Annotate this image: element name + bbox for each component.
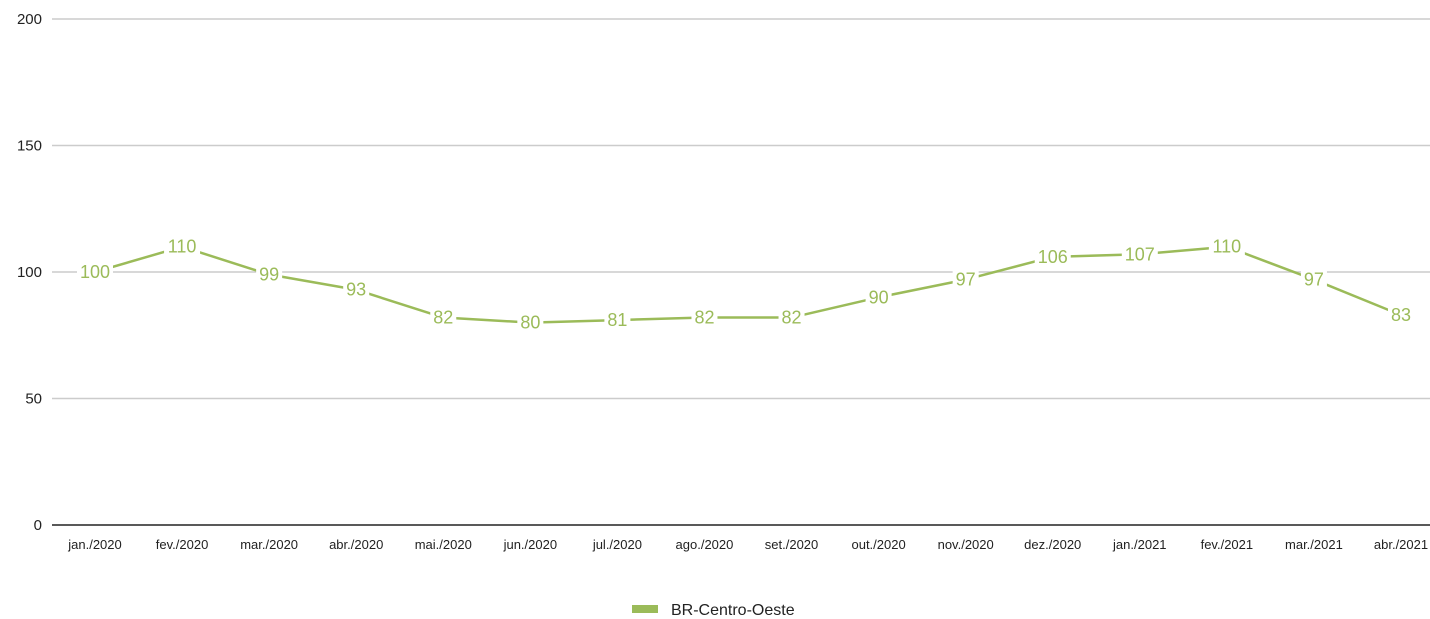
gridlines (52, 18, 1430, 400)
data-label: 100 (80, 262, 110, 282)
data-label-background (77, 261, 113, 283)
data-label: 90 (869, 287, 889, 307)
x-tick-label: abr./2021 (1374, 537, 1428, 552)
data-label: 81 (607, 310, 627, 330)
data-labels: 100 110 99 93 82 80 81 82 82 90 97 106 107 110 97 83 (77, 235, 1414, 334)
y-tick-label: 100 (17, 264, 42, 281)
data-label-background (256, 263, 283, 286)
y-tick-label: 200 (17, 11, 42, 28)
data-label: 82 (694, 308, 714, 328)
data-label-background (604, 309, 631, 332)
data-label-background (1208, 235, 1245, 258)
data-label: 110 (168, 237, 197, 257)
data-label: 99 (259, 265, 279, 285)
x-tick-label: mar./2020 (240, 537, 298, 552)
x-tick-label: fev./2021 (1201, 537, 1254, 552)
data-label-background (1121, 243, 1158, 266)
x-tick-label: fev./2020 (156, 537, 209, 552)
data-label-background (517, 311, 544, 334)
series-lines (94, 245, 1402, 324)
data-label-background (430, 306, 457, 329)
x-tick-label: ago./2020 (676, 537, 734, 552)
data-label: 107 (1125, 244, 1155, 264)
data-label-background (164, 235, 201, 258)
x-tick-label: out./2020 (851, 537, 905, 552)
data-label-background (1300, 268, 1327, 291)
data-label-background (1034, 245, 1071, 268)
data-label: 106 (1038, 247, 1068, 267)
y-axis-ticks: 0 50 100 150 200 (17, 11, 42, 534)
data-label-background (865, 286, 892, 309)
data-label: 97 (956, 270, 976, 290)
data-label-background (343, 278, 370, 301)
data-label: 82 (782, 308, 802, 328)
legend-label: BR-Centro-Oeste (671, 602, 795, 619)
x-tick-label: jun./2020 (503, 537, 558, 552)
x-tick-label: mar./2021 (1285, 537, 1343, 552)
data-label-background (1388, 304, 1414, 327)
x-tick-label: jan./2020 (67, 537, 122, 552)
x-tick-label: set./2020 (765, 537, 819, 552)
x-tick-label: jul./2020 (592, 537, 642, 552)
y-tick-label: 150 (17, 138, 42, 155)
x-tick-label: nov./2020 (938, 537, 994, 552)
data-label: 82 (433, 308, 453, 328)
legend: BR-Centro-Oeste (632, 602, 795, 619)
data-label-background (691, 306, 718, 329)
data-label-background (778, 306, 805, 329)
data-label: 83 (1391, 305, 1411, 325)
x-tick-label: mai./2020 (415, 537, 472, 552)
x-axis-ticks: jan./2020 fev./2020 mar./2020 abr./2020 mai.… (67, 537, 1428, 552)
data-label: 97 (1304, 270, 1324, 290)
y-tick-label: 50 (25, 391, 42, 408)
data-label: 80 (520, 313, 540, 333)
y-tick-label: 0 (34, 517, 42, 534)
x-tick-label: dez./2020 (1024, 537, 1081, 552)
x-tick-label: abr./2020 (329, 537, 383, 552)
data-label: 93 (346, 280, 366, 300)
series-line (94, 245, 1402, 324)
legend-swatch (632, 605, 658, 613)
data-label-background (952, 268, 979, 291)
x-tick-label: jan./2021 (1112, 537, 1167, 552)
data-label: 110 (1213, 237, 1242, 257)
